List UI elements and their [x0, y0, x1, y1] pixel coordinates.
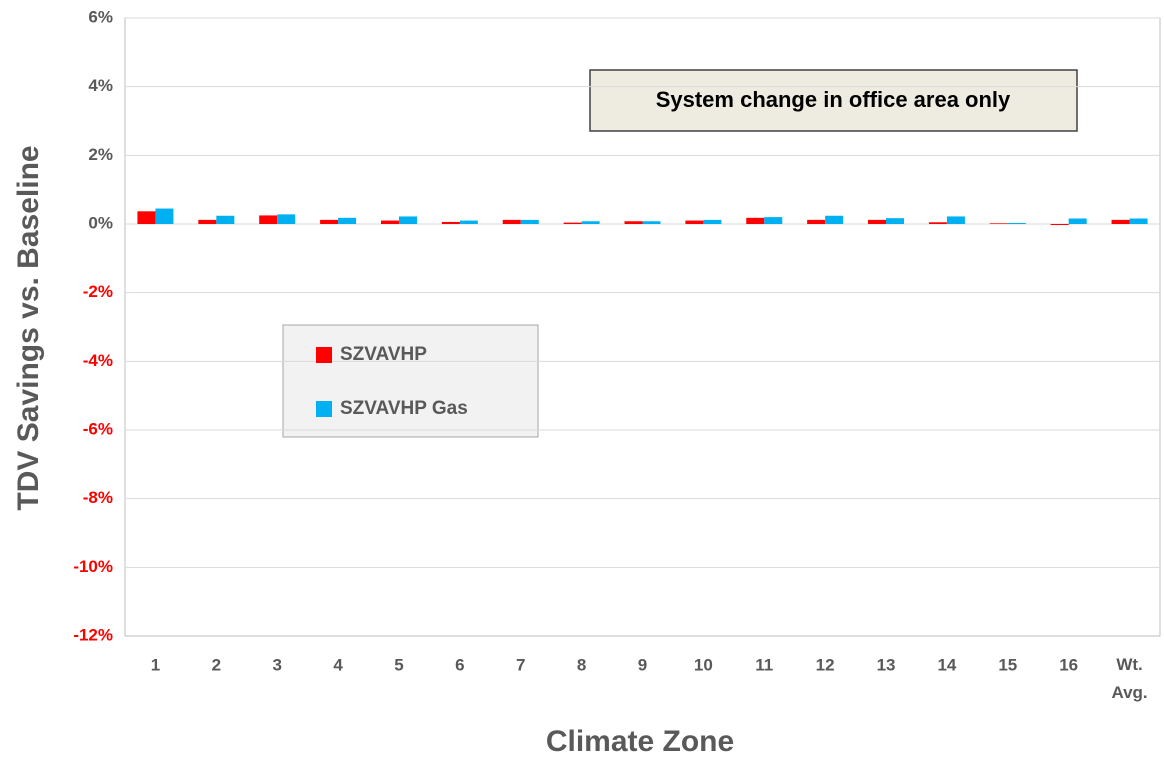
y-tick-label: -2%	[83, 282, 113, 301]
x-tick-label: 10	[694, 655, 713, 674]
bar	[398, 216, 417, 224]
x-tick-label: 6	[455, 655, 464, 674]
bar	[764, 217, 783, 224]
bar	[624, 221, 643, 224]
legend-label: SZVAVHP	[340, 344, 427, 365]
x-tick-label: 7	[516, 655, 525, 674]
bar	[989, 223, 1008, 224]
annotation-box	[589, 69, 1078, 132]
bar	[502, 219, 521, 224]
y-tick-label: -10%	[73, 557, 113, 576]
bar	[886, 218, 905, 224]
bar	[746, 217, 765, 224]
x-tick-label: 13	[877, 655, 896, 674]
bar	[825, 215, 844, 224]
x-tick-label: 3	[272, 655, 281, 674]
annotation: System change in office area only	[656, 87, 1011, 112]
bar	[441, 221, 460, 224]
y-tick-label: -12%	[73, 625, 113, 644]
bar	[685, 220, 704, 224]
bar	[703, 219, 722, 224]
bar	[1129, 218, 1148, 224]
x-tick-label: 16	[1059, 655, 1078, 674]
x-tick-label: 11	[755, 655, 773, 674]
bar	[1050, 224, 1069, 226]
legend	[282, 324, 539, 438]
bar	[320, 219, 339, 224]
y-tick-label: 0%	[88, 213, 113, 232]
legend-swatch	[316, 401, 332, 417]
bar	[380, 220, 399, 224]
x-tick-label: 12	[816, 655, 835, 674]
x-axis-title: Climate Zone	[546, 725, 734, 758]
y-tick-label: 2%	[88, 145, 113, 164]
legend-swatch	[316, 347, 332, 363]
legend-label: SZVAVHP Gas	[340, 398, 468, 419]
bar	[868, 219, 887, 224]
bar	[928, 222, 947, 224]
x-tick-label: 5	[394, 655, 403, 674]
bar	[459, 220, 478, 224]
x-tick-label: 8	[577, 655, 586, 674]
bar	[338, 217, 357, 224]
bar	[581, 221, 600, 224]
bar	[277, 214, 296, 224]
bar	[259, 215, 278, 224]
x-tick-label: Wt. Avg.	[1111, 655, 1147, 702]
y-axis-title: TDV Savings vs. Baseline	[12, 145, 45, 510]
x-tick-label: 15	[998, 655, 1017, 674]
bar	[1007, 222, 1026, 224]
x-tick-label: 9	[638, 655, 647, 674]
bar	[1111, 219, 1130, 224]
bar	[155, 208, 174, 224]
bar	[807, 219, 826, 224]
bar	[946, 216, 965, 224]
bar	[137, 211, 156, 224]
y-tick-label: 6%	[88, 7, 113, 26]
y-tick-label: -6%	[83, 419, 113, 438]
bar	[1068, 218, 1087, 224]
x-tick-label: 4	[333, 655, 343, 674]
y-tick-label: -8%	[83, 488, 113, 507]
y-tick-label: -4%	[83, 351, 113, 370]
bar	[520, 219, 539, 224]
x-tick-label: 2	[212, 655, 221, 674]
bar	[563, 222, 582, 224]
y-tick-label: 4%	[88, 76, 113, 95]
bar	[642, 221, 661, 224]
x-tick-label: 14	[937, 655, 956, 674]
bar	[198, 219, 217, 224]
bar	[216, 215, 235, 224]
x-tick-label: 1	[151, 655, 160, 674]
